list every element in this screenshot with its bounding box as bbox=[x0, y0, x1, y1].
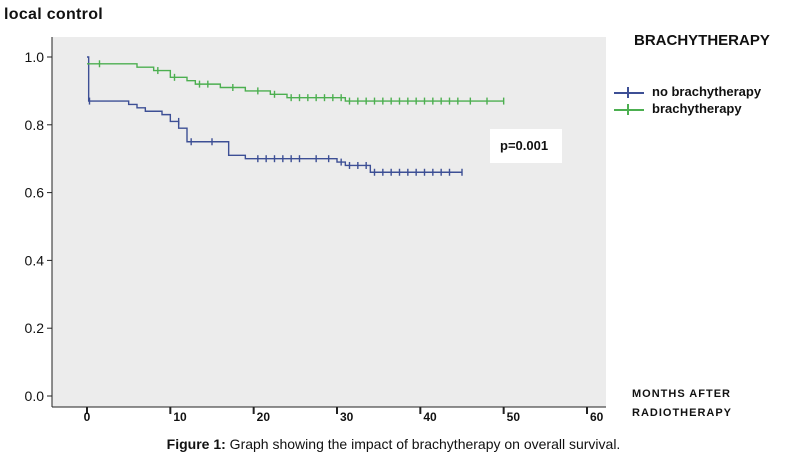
figure-caption: Figure 1: Graph showing the impact of br… bbox=[0, 436, 787, 452]
y-tick-label: 0.0 bbox=[25, 388, 45, 404]
legend-swatch-no-brachytherapy bbox=[614, 92, 644, 94]
x-tick-label: 60 bbox=[590, 410, 604, 424]
plot-area bbox=[52, 37, 606, 407]
legend-swatch-brachytherapy bbox=[614, 109, 644, 111]
legend-label-brachytherapy: brachytherapy bbox=[652, 101, 742, 116]
legend-tick-brachytherapy bbox=[627, 104, 629, 115]
x-tick-label: 30 bbox=[340, 410, 354, 424]
km-curve-brachytherapy bbox=[87, 63, 504, 102]
caption-prefix: Figure 1: bbox=[166, 436, 226, 452]
x-tick-label: 0 bbox=[84, 410, 91, 424]
km-chart: 0.0 0.2 0.4 0.6 0.8 1.0 0 10 20 30 40 50 60 bbox=[25, 37, 606, 424]
p-value-annotation: p=0.001 bbox=[490, 129, 562, 163]
legend-tick-no-brachytherapy bbox=[627, 87, 629, 98]
axes: 0.0 0.2 0.4 0.6 0.8 1.0 0 10 20 30 40 50 60 bbox=[25, 37, 606, 424]
y-tick-label: 0.6 bbox=[25, 185, 45, 201]
x-axis-title-line1: MONTHS AFTER bbox=[632, 388, 731, 400]
y-tick-label: 1.0 bbox=[25, 49, 45, 65]
x-tick-label: 20 bbox=[257, 410, 271, 424]
x-tick-label: 10 bbox=[173, 410, 187, 424]
y-axis-title: local control bbox=[4, 6, 104, 23]
caption-text: Graph showing the impact of brachytherap… bbox=[225, 436, 621, 452]
x-tick-label: 50 bbox=[507, 410, 521, 424]
legend-label-no-brachytherapy: no brachytherapy bbox=[652, 84, 762, 99]
y-tick-label: 0.4 bbox=[25, 252, 45, 268]
y-tick-label: 0.2 bbox=[25, 320, 45, 336]
y-tick-label: 0.8 bbox=[25, 117, 45, 133]
km-curve-no-brachytherapy bbox=[87, 56, 462, 173]
x-axis-title-line2: RADIOTHERAPY bbox=[632, 407, 733, 419]
series-layer bbox=[87, 56, 505, 176]
legend-title: BRACHYTHERAPY bbox=[634, 32, 770, 49]
x-tick-label: 40 bbox=[423, 410, 437, 424]
